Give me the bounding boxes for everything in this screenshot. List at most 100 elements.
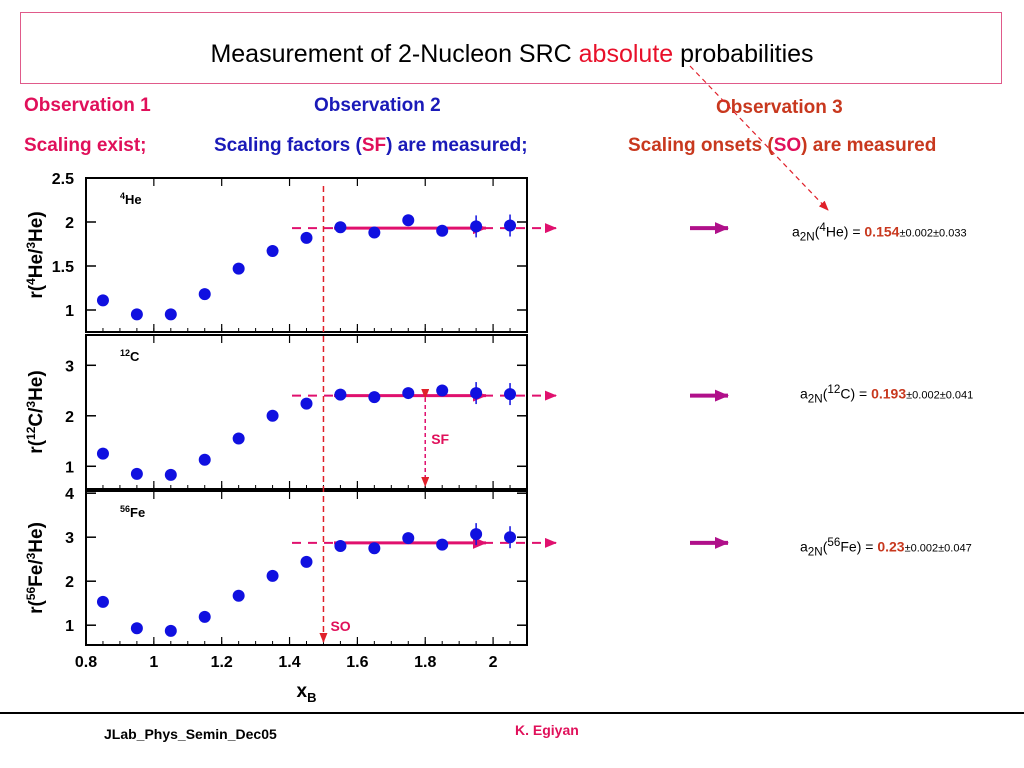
- panel-label-mass: 12: [120, 348, 130, 358]
- data-point: [436, 224, 449, 237]
- result-he4: a2N(4He) = 0.154±0.002±0.033: [792, 221, 967, 244]
- data-point: [266, 245, 279, 258]
- data-point: [402, 387, 415, 400]
- result-fe56: a2N(56Fe) = 0.23±0.002±0.047: [800, 536, 972, 559]
- y-axis-label-sup: 56: [24, 587, 38, 601]
- result-prefix: a: [800, 538, 808, 555]
- footer-left: JLab_Phys_Semin_Dec05: [104, 726, 277, 742]
- panel-label-mass: 4: [120, 191, 125, 201]
- data-point: [334, 540, 347, 552]
- data-point: [164, 308, 177, 321]
- data-point: [232, 589, 245, 602]
- data-point: [96, 294, 109, 307]
- observation-2-heading: Observation 2: [314, 95, 441, 116]
- data-point: [334, 388, 347, 401]
- footer-divider: [0, 712, 1024, 714]
- data-point: [470, 387, 483, 400]
- result-value: 0.23: [877, 538, 905, 555]
- x-axis-label-sub: B: [307, 690, 316, 705]
- data-point: [470, 220, 483, 233]
- data-point: [504, 219, 517, 232]
- panel-label: 12C: [120, 348, 140, 364]
- absolute-pointer-arrow: [689, 65, 829, 211]
- result-prefix: a: [792, 223, 800, 240]
- data-point: [266, 409, 279, 422]
- y-tick-label: 4: [65, 486, 74, 503]
- x-tick-label: 1.2: [211, 654, 233, 671]
- result-sub: 2N: [807, 545, 823, 559]
- x-tick-label: 1: [149, 654, 158, 671]
- y-tick-label: 2: [65, 215, 74, 232]
- x-tick-label: 2: [489, 654, 498, 671]
- observation-3-text: Scaling onsets (SO) are measured: [628, 135, 936, 157]
- data-point: [300, 231, 313, 244]
- y-axis-label-part: He): [26, 370, 47, 401]
- y-axis-label-part: He): [26, 522, 47, 553]
- y-axis-label-part: r(: [26, 439, 47, 453]
- data-point: [130, 308, 143, 321]
- y-tick-label: 1: [65, 303, 74, 320]
- data-point: [368, 226, 381, 239]
- result-nucleus: Fe: [840, 538, 857, 555]
- observation-1-heading: Observation 1: [24, 95, 151, 116]
- x-tick-label: 1.4: [278, 654, 300, 671]
- data-point: [130, 622, 143, 635]
- panel-label-mass: 56: [120, 504, 130, 514]
- data-point: [470, 528, 483, 541]
- title-prefix: Measurement of 2-Nucleon SRC: [210, 40, 579, 68]
- x-tick-label: 1.8: [414, 654, 436, 671]
- x-tick-label: 1.6: [346, 654, 368, 671]
- result-mass: 12: [827, 383, 841, 396]
- data-point: [266, 569, 279, 582]
- data-point: [334, 221, 347, 234]
- data-point: [300, 397, 313, 410]
- panel-label: 4He: [120, 191, 142, 207]
- result-c12: a2N(12C) = 0.193±0.002±0.041: [800, 383, 974, 406]
- data-point: [164, 468, 177, 481]
- data-point: [504, 388, 517, 401]
- title-frame: [20, 12, 1002, 84]
- y-tick-label: 1.5: [52, 259, 74, 276]
- observation-1-text: Scaling exist;: [24, 135, 147, 156]
- result-errors: ±0.002±0.041: [906, 389, 974, 402]
- data-point: [164, 624, 177, 637]
- y-axis-label-part: Fe/: [26, 559, 47, 587]
- y-axis-label-part: He): [26, 211, 47, 242]
- result-value: 0.154: [864, 223, 900, 240]
- data-point: [402, 532, 415, 545]
- obs3-so: SO: [773, 135, 802, 156]
- result-value: 0.193: [871, 385, 907, 402]
- data-point: [198, 453, 211, 466]
- obs2-text-b: ) are measured;: [386, 135, 528, 156]
- y-tick-label: 2: [65, 409, 74, 426]
- scaling-factor-label: SF: [431, 431, 449, 447]
- result-sub: 2N: [807, 392, 823, 406]
- y-axis-label: r(56Fe/3He): [24, 522, 47, 614]
- panel-frame: [85, 490, 528, 646]
- observation-3-heading: Observation 3: [716, 97, 843, 118]
- footer-author: K. Egiyan: [515, 722, 579, 738]
- data-point: [198, 610, 211, 623]
- y-axis-label: r(4He/3He): [24, 211, 47, 298]
- result-mass: 56: [827, 536, 841, 549]
- y-tick-label: 1: [65, 618, 74, 635]
- observation-2-text: Scaling factors (SF) are measured;: [214, 135, 528, 157]
- obs3-text-b: ) are measured: [801, 135, 937, 156]
- result-nucleus: C: [840, 385, 851, 402]
- data-point: [232, 432, 245, 445]
- panel-frame: [85, 177, 528, 333]
- result-sub: 2N: [799, 230, 815, 244]
- y-axis-label-sup: 12: [24, 426, 38, 440]
- y-axis-label-sup: 3: [24, 242, 38, 249]
- scaling-onset-label: SO: [330, 618, 350, 634]
- title-suffix: probabilities: [673, 40, 814, 68]
- y-axis-label-sup: 4: [24, 278, 38, 285]
- y-tick-label: 3: [65, 530, 74, 547]
- result-errors: ±0.002±0.047: [904, 542, 972, 555]
- y-axis-label-part: r(: [26, 600, 47, 614]
- data-point: [368, 391, 381, 404]
- data-point: [96, 595, 109, 608]
- data-point: [504, 531, 517, 544]
- data-point: [436, 384, 449, 397]
